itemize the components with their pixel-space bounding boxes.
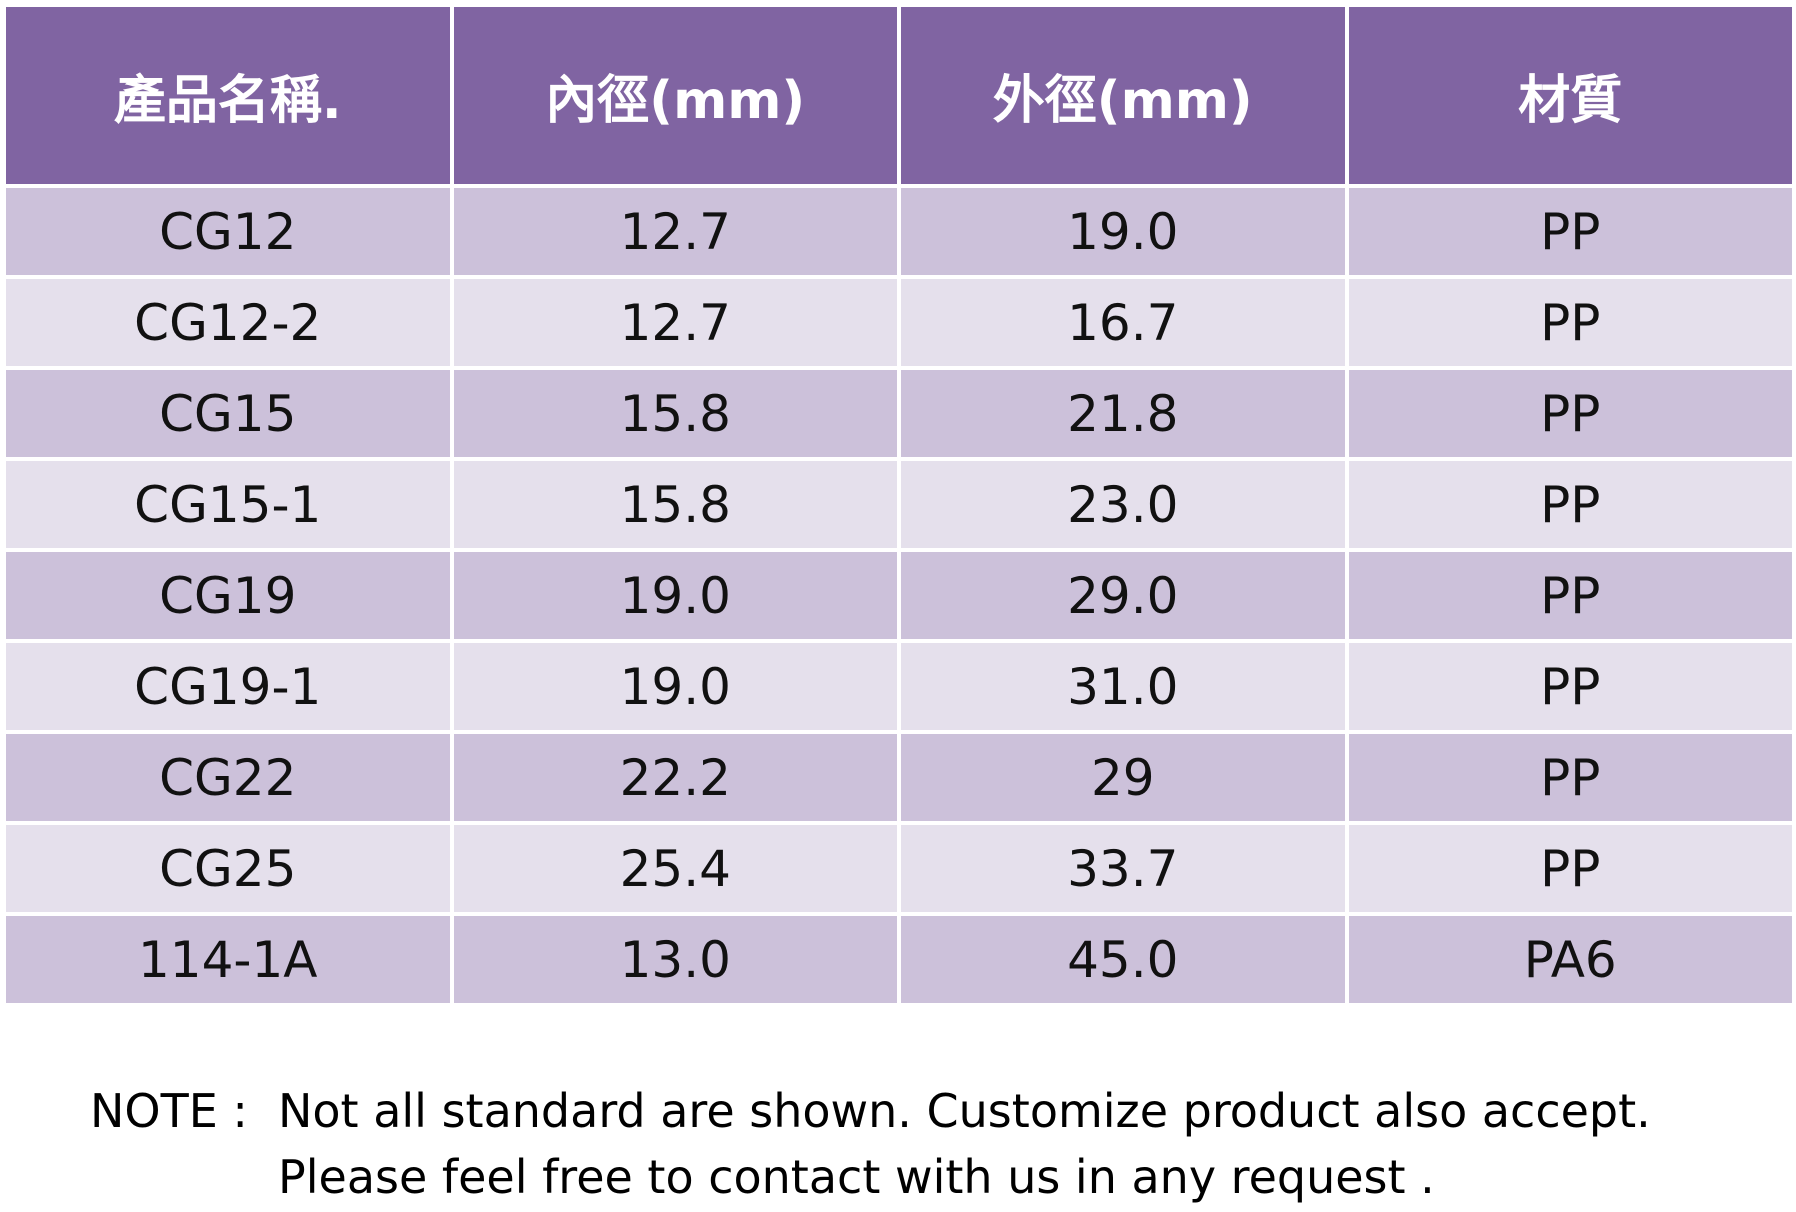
table-row: CG19-1 19.0 31.0 PP [6,643,1792,730]
cell-inner-diameter: 25.4 [453,825,897,912]
table-row: CG15-1 15.8 23.0 PP [6,461,1792,548]
cell-outer-diameter: 31.0 [901,643,1345,730]
table-row: 114-1A 13.0 45.0 PA6 [6,916,1792,1003]
cell-product-name: CG12 [6,188,450,275]
cell-product-name: CG19 [6,552,450,639]
cell-inner-diameter: 22.2 [453,734,897,821]
spec-table-container: 產品名稱. 內徑(mm) 外徑(mm) 材質 CG12 12.7 19.0 PP… [6,7,1792,1003]
table-row: CG15 15.8 21.8 PP [6,370,1792,457]
cell-product-name: CG12-2 [6,279,450,366]
cell-inner-diameter: 15.8 [453,370,897,457]
cell-outer-diameter: 45.0 [901,916,1345,1003]
cell-material: PP [1348,552,1792,639]
note-block: NOTE : Not all standard are shown. Custo… [90,1078,1651,1210]
cell-material: PP [1348,461,1792,548]
cell-inner-diameter: 13.0 [453,916,897,1003]
cell-inner-diameter: 19.0 [453,552,897,639]
cell-material: PA6 [1348,916,1792,1003]
header-product-name: 產品名稱. [6,7,450,184]
cell-product-name: CG25 [6,825,450,912]
cell-material: PP [1348,643,1792,730]
cell-inner-diameter: 19.0 [453,643,897,730]
cell-outer-diameter: 29.0 [901,552,1345,639]
table-header-row: 產品名稱. 內徑(mm) 外徑(mm) 材質 [6,7,1792,184]
cell-outer-diameter: 29 [901,734,1345,821]
cell-outer-diameter: 16.7 [901,279,1345,366]
table-row: CG25 25.4 33.7 PP [6,825,1792,912]
cell-material: PP [1348,370,1792,457]
cell-outer-diameter: 33.7 [901,825,1345,912]
table-row: CG19 19.0 29.0 PP [6,552,1792,639]
header-material: 材質 [1348,7,1792,184]
cell-product-name: CG15-1 [6,461,450,548]
note-line: Not all standard are shown. Customize pr… [278,1084,1651,1138]
cell-outer-diameter: 23.0 [901,461,1345,548]
header-inner-diameter: 內徑(mm) [453,7,897,184]
table-row: CG12-2 12.7 16.7 PP [6,279,1792,366]
cell-product-name: CG19-1 [6,643,450,730]
cell-inner-diameter: 12.7 [453,188,897,275]
cell-outer-diameter: 19.0 [901,188,1345,275]
cell-product-name: 114-1A [6,916,450,1003]
cell-inner-diameter: 12.7 [453,279,897,366]
table-row: CG12 12.7 19.0 PP [6,188,1792,275]
note-label: NOTE : [90,1084,248,1138]
cell-material: PP [1348,188,1792,275]
header-outer-diameter: 外徑(mm) [901,7,1345,184]
note-text: Not all standard are shown. Customize pr… [278,1078,1651,1210]
cell-product-name: CG22 [6,734,450,821]
cell-material: PP [1348,734,1792,821]
product-spec-table: 產品名稱. 內徑(mm) 外徑(mm) 材質 CG12 12.7 19.0 PP… [2,3,1796,1007]
cell-material: PP [1348,279,1792,366]
cell-product-name: CG15 [6,370,450,457]
cell-inner-diameter: 15.8 [453,461,897,548]
cell-outer-diameter: 21.8 [901,370,1345,457]
table-row: CG22 22.2 29 PP [6,734,1792,821]
note-line: Please feel free to contact with us in a… [278,1150,1435,1204]
cell-material: PP [1348,825,1792,912]
